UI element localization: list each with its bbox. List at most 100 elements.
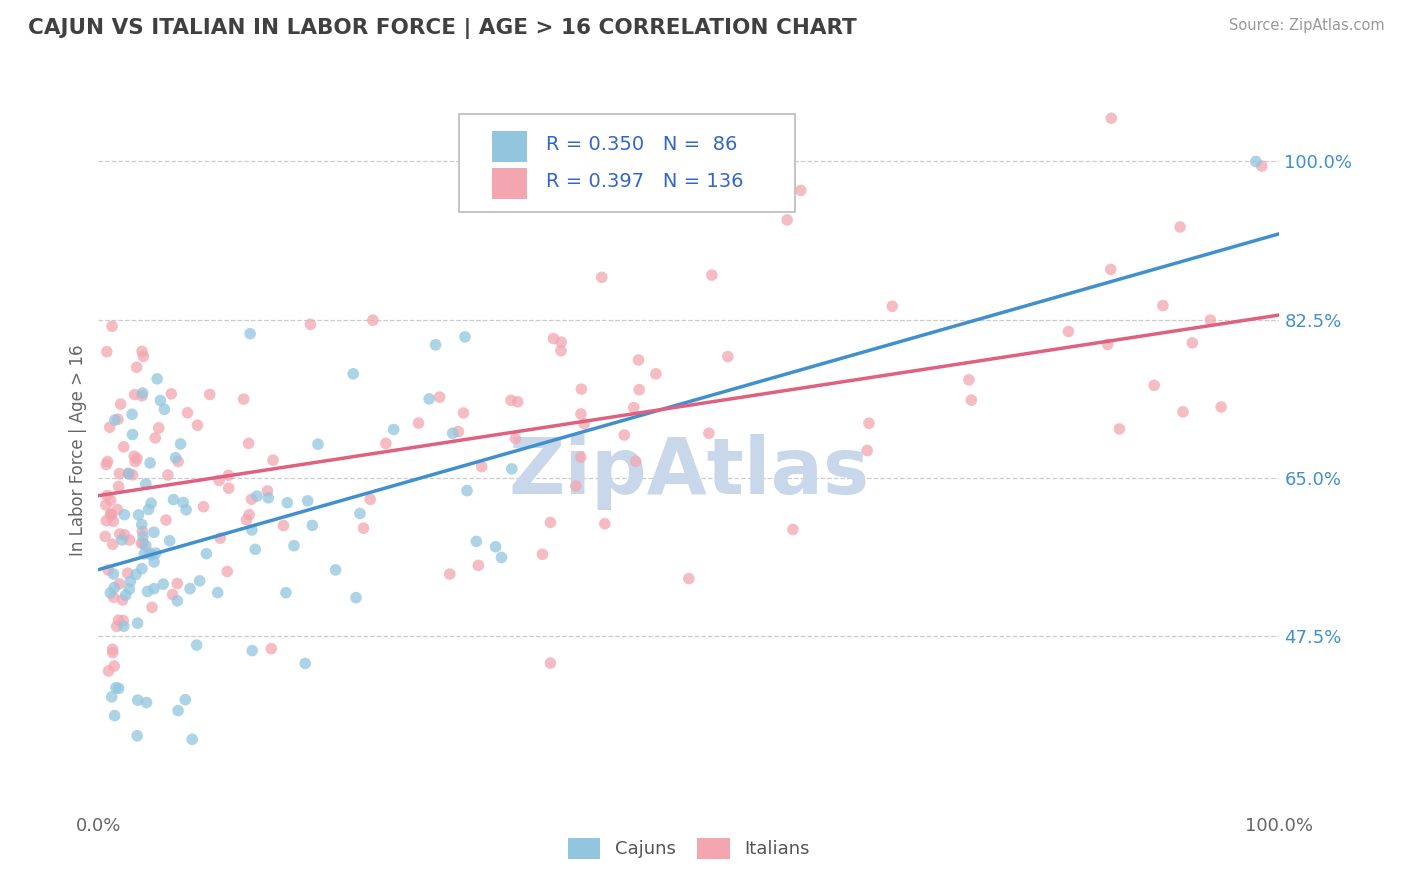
Point xyxy=(101,537,124,551)
Point xyxy=(127,616,149,631)
Point xyxy=(108,467,131,481)
Point xyxy=(114,528,136,542)
Point xyxy=(1199,313,1222,327)
FancyBboxPatch shape xyxy=(458,114,796,212)
Point xyxy=(162,492,184,507)
Point xyxy=(101,319,124,334)
Point xyxy=(153,402,176,417)
Legend: Cajuns, Italians: Cajuns, Italians xyxy=(560,829,818,868)
Point xyxy=(856,443,879,458)
Point xyxy=(167,704,190,718)
Point xyxy=(257,491,280,505)
Point xyxy=(111,593,134,607)
Point xyxy=(174,502,197,516)
Point xyxy=(678,572,700,586)
Point xyxy=(118,533,141,547)
Point xyxy=(239,326,262,341)
Point xyxy=(98,420,121,434)
Point xyxy=(505,432,527,446)
Point xyxy=(471,459,494,474)
Point xyxy=(112,619,135,633)
Point xyxy=(131,389,153,403)
Point xyxy=(97,563,120,577)
Text: CAJUN VS ITALIAN IN LABOR FORCE | AGE > 16 CORRELATION CHART: CAJUN VS ITALIAN IN LABOR FORCE | AGE > … xyxy=(28,18,856,39)
Point xyxy=(776,213,799,227)
Point xyxy=(96,344,118,359)
Point xyxy=(382,423,405,437)
Point xyxy=(342,367,364,381)
Point xyxy=(572,417,595,431)
Point xyxy=(107,613,129,627)
Point xyxy=(118,467,141,481)
Point xyxy=(628,383,651,397)
Point xyxy=(591,270,613,285)
Point xyxy=(142,525,165,540)
Point xyxy=(454,330,477,344)
Bar xyxy=(492,131,527,162)
Point xyxy=(138,502,160,516)
Point xyxy=(499,393,522,408)
Point xyxy=(138,546,160,560)
Point xyxy=(100,493,122,508)
Point xyxy=(208,474,231,488)
Point xyxy=(121,407,143,421)
Point xyxy=(166,594,188,608)
Point xyxy=(141,600,163,615)
Point xyxy=(121,427,143,442)
Y-axis label: In Labor Force | Age > 16: In Labor Force | Age > 16 xyxy=(69,344,87,557)
Point xyxy=(352,521,374,535)
Point xyxy=(697,426,720,441)
Point xyxy=(301,518,323,533)
Point xyxy=(540,656,562,670)
Point xyxy=(262,453,284,467)
Point xyxy=(125,567,148,582)
Point xyxy=(100,508,122,522)
Point xyxy=(456,483,478,498)
Point xyxy=(132,536,155,550)
Point xyxy=(98,586,121,600)
Point xyxy=(325,563,347,577)
Point xyxy=(1181,335,1204,350)
Point xyxy=(882,299,904,313)
Point xyxy=(181,732,204,747)
Point xyxy=(172,495,194,509)
Point xyxy=(110,397,132,411)
Point xyxy=(131,562,153,576)
Point xyxy=(103,581,125,595)
Text: ZipAtlas: ZipAtlas xyxy=(509,434,869,510)
Point xyxy=(198,387,221,401)
Point xyxy=(207,585,229,599)
Point xyxy=(344,591,367,605)
Point xyxy=(96,458,118,472)
Point xyxy=(235,513,257,527)
Point xyxy=(104,708,127,723)
Point xyxy=(700,268,723,282)
Point xyxy=(238,508,260,522)
Point xyxy=(790,183,813,197)
Point xyxy=(141,548,163,562)
Point xyxy=(501,462,523,476)
Point xyxy=(195,547,218,561)
Point xyxy=(145,546,167,560)
Point xyxy=(429,390,451,404)
Point xyxy=(107,502,129,516)
Point xyxy=(124,387,146,401)
Point xyxy=(107,681,129,696)
Point xyxy=(159,533,181,548)
Point xyxy=(103,591,125,605)
Point xyxy=(103,566,125,581)
Point xyxy=(105,619,128,633)
Point xyxy=(166,576,188,591)
Point xyxy=(155,513,177,527)
Point xyxy=(156,467,179,482)
Point xyxy=(1057,325,1080,339)
Point xyxy=(112,614,135,628)
Point xyxy=(418,392,440,406)
Point xyxy=(169,437,191,451)
Point xyxy=(467,558,489,573)
Point xyxy=(131,536,153,550)
Point xyxy=(274,585,297,599)
Point xyxy=(1099,262,1122,277)
Point xyxy=(531,547,554,561)
Point xyxy=(240,643,263,657)
